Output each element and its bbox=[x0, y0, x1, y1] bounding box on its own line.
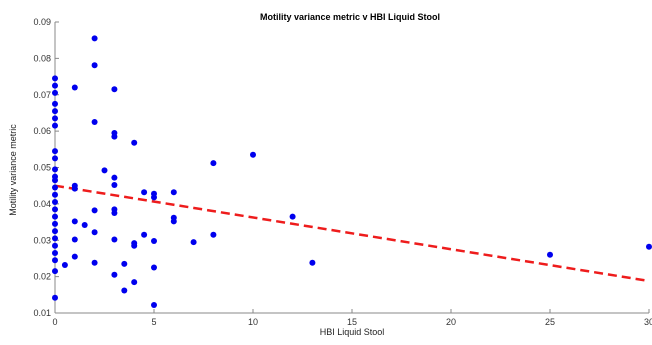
data-point bbox=[52, 206, 58, 213]
y-tick-label: 0.09 bbox=[33, 17, 51, 27]
data-point bbox=[131, 279, 138, 286]
y-tick-label: 0.08 bbox=[33, 53, 51, 63]
data-point bbox=[52, 294, 58, 301]
data-point bbox=[81, 221, 88, 228]
y-tick-label: 0.07 bbox=[33, 90, 51, 100]
data-point bbox=[141, 189, 148, 196]
data-point bbox=[151, 237, 157, 244]
data-point bbox=[71, 218, 78, 225]
data-point bbox=[309, 259, 316, 266]
data-point bbox=[71, 253, 78, 260]
data-point bbox=[91, 259, 98, 266]
data-point bbox=[52, 82, 58, 89]
y-tick-label: 0.06 bbox=[33, 126, 51, 136]
data-point bbox=[111, 209, 118, 216]
data-point bbox=[52, 249, 58, 256]
data-point bbox=[111, 271, 118, 278]
data-point bbox=[646, 243, 652, 250]
data-point bbox=[52, 235, 58, 242]
data-point bbox=[52, 89, 58, 96]
data-point bbox=[52, 228, 58, 235]
x-tick-label: 10 bbox=[248, 317, 258, 327]
data-point bbox=[111, 236, 118, 243]
data-point bbox=[151, 301, 157, 308]
data-point bbox=[52, 155, 58, 162]
data-point bbox=[151, 264, 157, 271]
y-tick-label: 0.01 bbox=[33, 308, 51, 318]
data-point bbox=[151, 194, 157, 201]
y-tick-label: 0.05 bbox=[33, 163, 51, 173]
data-point bbox=[91, 119, 98, 126]
data-point bbox=[141, 231, 148, 238]
x-axis-ticks: 0 5 10 15 20 25 30 bbox=[52, 309, 652, 327]
data-point bbox=[52, 257, 58, 264]
data-point bbox=[111, 86, 118, 93]
y-tick-label: 0.03 bbox=[33, 235, 51, 245]
data-point bbox=[52, 122, 58, 129]
x-tick-label: 30 bbox=[644, 317, 652, 327]
data-point bbox=[101, 167, 108, 174]
data-point bbox=[52, 75, 58, 82]
data-point bbox=[52, 220, 58, 227]
data-point bbox=[121, 287, 128, 294]
data-point bbox=[111, 181, 118, 188]
data-point bbox=[547, 251, 553, 258]
y-axis-label: Motility variance metric bbox=[8, 124, 18, 216]
data-point bbox=[71, 84, 78, 91]
data-point bbox=[111, 174, 118, 181]
y-tick-label: 0.04 bbox=[33, 199, 51, 209]
data-point bbox=[190, 239, 197, 246]
x-axis-label: HBI Liquid Stool bbox=[320, 327, 385, 337]
data-point bbox=[52, 213, 58, 220]
data-point bbox=[52, 199, 58, 206]
data-point bbox=[52, 108, 58, 115]
data-point bbox=[52, 100, 58, 107]
data-point bbox=[71, 236, 78, 243]
data-point bbox=[289, 213, 296, 220]
x-tick-label: 20 bbox=[446, 317, 456, 327]
data-point bbox=[91, 62, 98, 69]
data-point bbox=[210, 231, 217, 238]
data-points bbox=[52, 35, 652, 308]
data-point bbox=[91, 35, 98, 42]
data-point bbox=[170, 189, 177, 196]
x-tick-label: 25 bbox=[545, 317, 555, 327]
y-tick-label: 0.02 bbox=[33, 272, 51, 282]
data-point bbox=[52, 184, 58, 191]
chart-title: Motility variance metric v HBI Liquid St… bbox=[260, 12, 440, 22]
trend-line bbox=[54, 184, 650, 283]
data-point bbox=[91, 207, 98, 214]
data-point bbox=[210, 160, 217, 167]
data-point bbox=[71, 185, 78, 192]
data-point bbox=[250, 151, 256, 158]
x-tick-label: 15 bbox=[347, 317, 357, 327]
data-point bbox=[52, 268, 58, 275]
data-point bbox=[52, 177, 58, 184]
data-point bbox=[91, 229, 98, 236]
data-point bbox=[52, 242, 58, 249]
data-point bbox=[170, 218, 177, 225]
data-point bbox=[52, 115, 58, 122]
data-point bbox=[61, 261, 68, 268]
y-axis-ticks: 0.01 0.02 0.03 0.04 0.05 0.06 0.07 0.08 0.09 bbox=[33, 17, 59, 318]
data-point bbox=[131, 242, 138, 249]
data-point bbox=[52, 148, 58, 155]
data-point bbox=[131, 139, 138, 146]
x-tick-label: 0 bbox=[52, 317, 57, 327]
x-tick-label: 5 bbox=[151, 317, 156, 327]
data-point bbox=[121, 260, 128, 267]
data-point bbox=[111, 133, 118, 140]
data-point bbox=[52, 191, 58, 198]
data-point bbox=[52, 166, 58, 173]
